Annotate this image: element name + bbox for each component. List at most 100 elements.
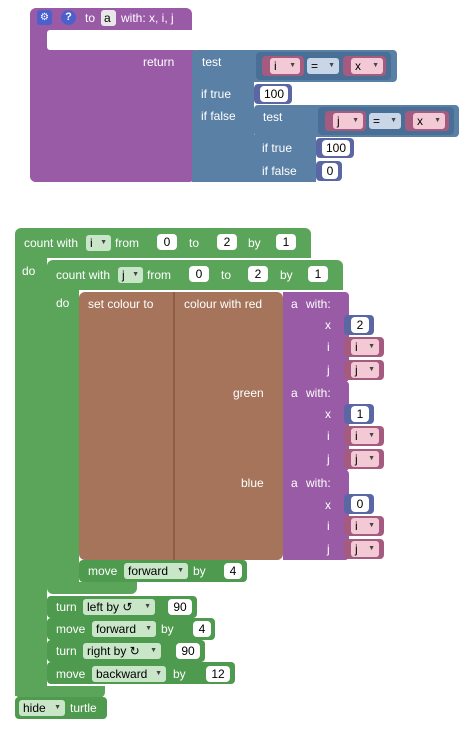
test-label: test <box>202 55 222 69</box>
green-j-dropdown[interactable]: j ▼ <box>351 451 379 467</box>
gear-icon[interactable]: ⚙ <box>37 10 52 25</box>
outer-loop-spine <box>15 256 47 696</box>
call-a-green[interactable] <box>283 381 349 471</box>
green-x-number-field[interactable]: 1 <box>351 406 369 422</box>
inner-loop-spine <box>47 288 79 586</box>
procedure-body <box>30 50 195 182</box>
red-i-dropdown[interactable]: i ▼ <box>351 339 379 355</box>
number-field[interactable]: 100 <box>260 86 288 102</box>
hide-dropdown[interactable]: hide ▼ <box>19 700 65 716</box>
turn2-value-field[interactable]: 90 <box>176 643 200 659</box>
inner-from-label: from <box>147 268 171 282</box>
red-x-label: x <box>325 318 331 332</box>
turtle-label: turtle <box>70 701 97 715</box>
inner-to-field[interactable]: 2 <box>248 266 268 282</box>
inner-if-true-label: if true <box>262 141 293 155</box>
inner-if-false-label: if false <box>262 164 297 178</box>
move2-label: move <box>56 622 86 636</box>
green-label: green <box>233 386 264 400</box>
red-i-label: i <box>327 340 330 354</box>
turn1-value-field[interactable]: 90 <box>168 599 192 615</box>
turn2-label: turn <box>56 644 77 658</box>
red-j-label: j <box>327 363 330 377</box>
inner-to-label: to <box>221 268 232 282</box>
call-a-red[interactable] <box>283 292 349 382</box>
move3-value-field[interactable]: 12 <box>206 666 230 682</box>
move2-direction-dropdown[interactable]: forward ▼ <box>92 621 156 637</box>
set-colour-block[interactable] <box>79 292 283 560</box>
inner-by-label: by <box>280 268 293 282</box>
turn1-label: turn <box>56 600 77 614</box>
inner-loop-var-dropdown[interactable]: j ▼ <box>118 267 143 283</box>
var-dropdown-x2[interactable]: x ▼ <box>413 113 445 129</box>
var-dropdown-i[interactable]: i ▼ <box>270 58 300 74</box>
move1-value-field[interactable]: 4 <box>224 563 242 579</box>
inner-true-number-field[interactable]: 100 <box>322 140 350 156</box>
outer-from-label: from <box>115 236 139 250</box>
var-dropdown-x[interactable]: x ▼ <box>351 58 383 74</box>
if-false-label: if false <box>201 109 236 123</box>
inner-from-field[interactable]: 0 <box>189 266 209 282</box>
move2-by-label: by <box>161 622 174 636</box>
move2-value-field[interactable]: 4 <box>193 621 211 637</box>
move3-label: move <box>56 667 86 681</box>
call-a-blue-label: a <box>291 476 298 490</box>
blue-j-dropdown[interactable]: j ▼ <box>351 541 379 557</box>
turn2-direction-dropdown[interactable]: right by ↻ ▼ <box>83 643 161 659</box>
move3-direction-dropdown[interactable]: backward ▼ <box>92 666 166 682</box>
if-true-label: if true <box>201 87 232 101</box>
green-j-label: j <box>327 452 330 466</box>
turn1-direction-dropdown[interactable]: left by ↺ ▼ <box>83 599 155 615</box>
call-a-blue-with: with: <box>306 476 331 490</box>
inner-loop-foot <box>47 582 137 594</box>
green-i-label: i <box>327 429 330 443</box>
move1-direction-dropdown[interactable]: forward ▼ <box>124 563 188 579</box>
procedure-name-field[interactable]: a <box>101 10 116 26</box>
procedure-params-label: with: x, i, j <box>121 11 174 25</box>
return-label: return <box>143 55 175 69</box>
blue-x-label: x <box>325 498 331 512</box>
call-a-red-label: a <box>291 297 298 311</box>
ternary-block-body <box>192 80 254 182</box>
move1-label: move <box>88 564 118 578</box>
red-j-dropdown[interactable]: j ▼ <box>351 362 379 378</box>
blue-x-number-field[interactable]: 0 <box>351 496 369 512</box>
inner-do-label: do <box>56 296 70 310</box>
set-colour-label: set colour to <box>88 297 154 311</box>
move1-by-label: by <box>193 564 206 578</box>
help-icon[interactable]: ? <box>61 10 76 25</box>
procedure-to-label: to <box>85 11 96 25</box>
inner-test-label: test <box>263 110 283 124</box>
outer-loop-var-dropdown[interactable]: i ▼ <box>86 235 111 251</box>
call-a-blue[interactable] <box>283 470 349 560</box>
outer-do-label: do <box>22 264 36 278</box>
call-a-red-with: with: <box>306 297 331 311</box>
red-x-number-field[interactable]: 2 <box>351 317 369 333</box>
inner-operator-dropdown[interactable]: = ▼ <box>369 113 401 129</box>
green-i-dropdown[interactable]: i ▼ <box>351 428 379 444</box>
outer-by-field[interactable]: 1 <box>276 234 296 250</box>
inner-false-number-field[interactable]: 0 <box>322 163 338 179</box>
inner-count-label: count with <box>56 268 111 282</box>
call-a-green-label: a <box>291 386 298 400</box>
green-x-label: x <box>325 407 331 421</box>
set-colour-divider <box>173 292 175 560</box>
procedure-header-white <box>47 30 397 50</box>
inner-ternary-body <box>254 135 316 182</box>
blue-label: blue <box>241 476 264 490</box>
blue-i-dropdown[interactable]: i ▼ <box>351 518 379 534</box>
outer-by-label: by <box>248 236 261 250</box>
var-dropdown-j[interactable]: j ▼ <box>333 113 363 129</box>
outer-from-field[interactable]: 0 <box>157 234 177 250</box>
outer-to-label: to <box>189 236 200 250</box>
blue-j-label: j <box>327 542 330 556</box>
blue-i-label: i <box>327 519 330 533</box>
outer-loop-foot <box>15 686 105 698</box>
outer-count-label: count with <box>24 236 79 250</box>
call-a-green-with: with: <box>306 386 331 400</box>
inner-by-field[interactable]: 1 <box>308 266 328 282</box>
move3-by-label: by <box>173 667 186 681</box>
operator-dropdown[interactable]: = ▼ <box>307 58 339 74</box>
outer-to-field[interactable]: 2 <box>217 234 237 250</box>
colour-with-red-label: colour with red <box>184 297 263 311</box>
